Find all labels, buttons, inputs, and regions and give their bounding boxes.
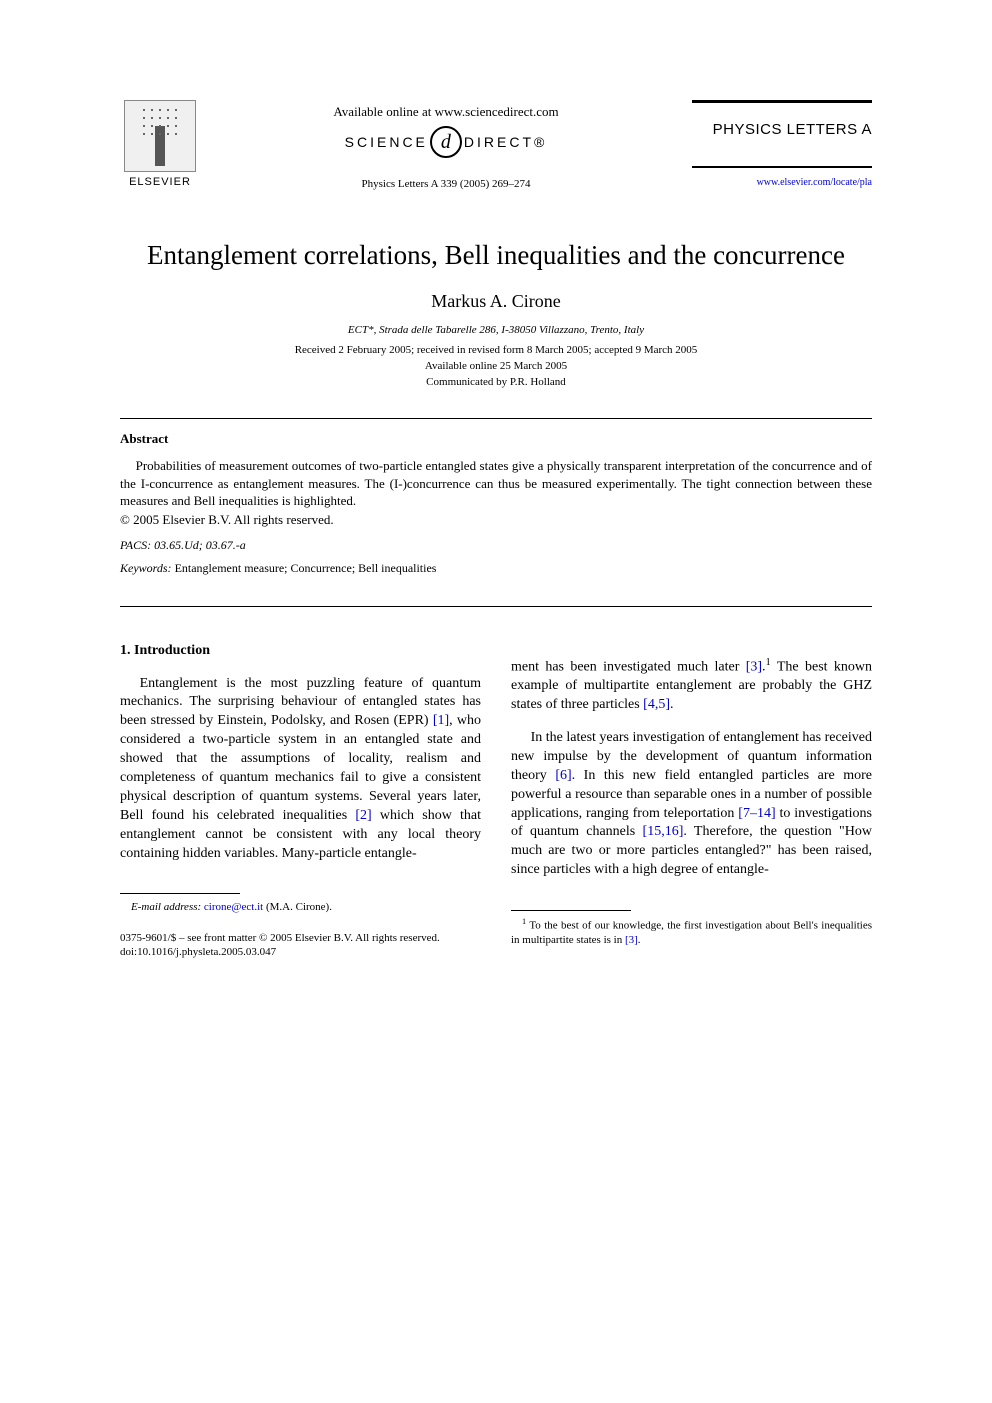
sd-right: DIRECT®	[464, 134, 547, 150]
footnote-text-end: .	[638, 934, 641, 946]
journal-top-rule	[692, 100, 872, 103]
journal-url-link[interactable]: www.elsevier.com/locate/pla	[757, 177, 872, 188]
sciencedirect-logo: SCIENCE d DIRECT®	[220, 126, 672, 158]
elsevier-tree-icon	[124, 100, 196, 172]
journal-reference: Physics Letters A 339 (2005) 269–274	[220, 178, 672, 190]
footnote-number: 1	[522, 917, 526, 926]
ref-link-6[interactable]: [6]	[555, 768, 571, 783]
ref-link-4-5[interactable]: [4,5]	[643, 697, 670, 712]
online-date: Available online 25 March 2005	[120, 360, 872, 372]
footnote-rule-left	[120, 893, 240, 894]
text-fragment: , who considered a two-particle system i…	[120, 713, 481, 822]
email-author: (M.A. Cirone).	[263, 901, 332, 913]
email-link[interactable]: cirone@ect.it	[204, 901, 263, 913]
ref-link-7-14[interactable]: [7–14]	[738, 806, 775, 821]
doi-line: doi:10.1016/j.physleta.2005.03.047	[120, 945, 481, 959]
bottom-meta: 0375-9601/$ – see front matter © 2005 El…	[120, 931, 481, 960]
ref-link-2[interactable]: [2]	[355, 808, 371, 823]
communicated-by: Communicated by P.R. Holland	[120, 376, 872, 388]
journal-box: PHYSICS LETTERS A www.elsevier.com/locat…	[692, 100, 872, 190]
abstract-copyright: © 2005 Elsevier B.V. All rights reserved…	[120, 512, 872, 528]
keywords-label: Keywords:	[120, 561, 172, 575]
footnote-1: 1 To the best of our knowledge, the firs…	[511, 917, 872, 947]
intro-paragraph-1: Entanglement is the most puzzling featur…	[120, 675, 481, 864]
intro-paragraph-2: In the latest years investigation of ent…	[511, 729, 872, 880]
paper-title: Entanglement correlations, Bell inequali…	[120, 240, 872, 271]
abstract-bottom-rule	[120, 606, 872, 607]
left-column: 1. Introduction Entanglement is the most…	[120, 642, 481, 960]
ref-link-3b[interactable]: [3]	[625, 934, 638, 946]
elsevier-logo: ELSEVIER	[120, 100, 200, 190]
text-fragment: ment has been investigated much later	[511, 659, 746, 674]
journal-name: PHYSICS LETTERS A	[692, 121, 872, 138]
footnote-text: To the best of our knowledge, the first …	[511, 920, 872, 946]
journal-mid-rule	[692, 166, 872, 168]
ref-link-1[interactable]: [1]	[433, 713, 449, 728]
affiliation: ECT*, Strada delle Tabarelle 286, I-3805…	[120, 324, 872, 336]
footnote-rule-right	[511, 910, 631, 911]
text-fragment: Entanglement is the most puzzling featur…	[120, 676, 481, 729]
abstract-heading: Abstract	[120, 431, 872, 447]
elsevier-label: ELSEVIER	[129, 176, 191, 188]
ref-link-3[interactable]: [3]	[746, 659, 762, 674]
header-row: ELSEVIER Available online at www.science…	[120, 100, 872, 190]
section-1-heading: 1. Introduction	[120, 642, 481, 661]
email-footnote: E-mail address: cirone@ect.it (M.A. Ciro…	[120, 900, 481, 914]
author-name: Markus A. Cirone	[120, 291, 872, 312]
paper-page: ELSEVIER Available online at www.science…	[0, 0, 992, 1019]
email-label: E-mail address:	[131, 901, 201, 913]
body-columns: 1. Introduction Entanglement is the most…	[120, 642, 872, 960]
available-online-text: Available online at www.sciencedirect.co…	[220, 104, 672, 120]
intro-paragraph-1-cont: ment has been investigated much later [3…	[511, 656, 872, 715]
sd-at-icon: d	[430, 126, 462, 158]
keywords-value: Entanglement measure; Concurrence; Bell …	[172, 561, 437, 575]
right-column: ment has been investigated much later [3…	[511, 642, 872, 960]
front-matter-line: 0375-9601/$ – see front matter © 2005 El…	[120, 931, 481, 945]
abstract-text: Probabilities of measurement outcomes of…	[120, 457, 872, 510]
pacs-line: PACS: 03.65.Ud; 03.67.-a	[120, 538, 872, 553]
abstract-top-rule	[120, 418, 872, 419]
keywords-line: Keywords: Entanglement measure; Concurre…	[120, 561, 872, 576]
received-dates: Received 2 February 2005; received in re…	[120, 344, 872, 356]
text-fragment: .	[670, 697, 674, 712]
center-header: Available online at www.sciencedirect.co…	[200, 104, 692, 190]
pacs-label: PACS:	[120, 538, 151, 552]
ref-link-15-16[interactable]: [15,16]	[643, 824, 684, 839]
sd-left: SCIENCE	[345, 134, 428, 150]
pacs-value: 03.65.Ud; 03.67.-a	[151, 538, 246, 552]
